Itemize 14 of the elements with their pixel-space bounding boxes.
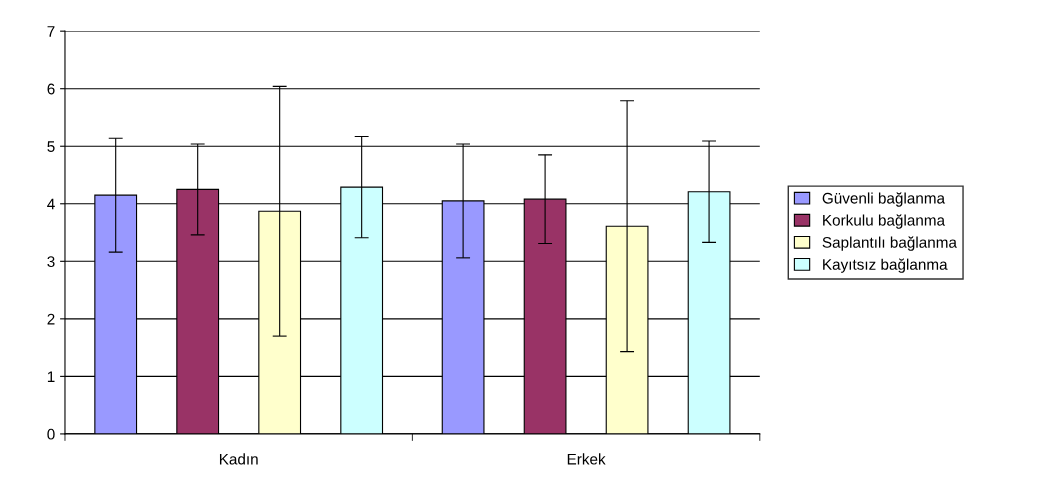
y-tick-label: 0 <box>47 428 55 440</box>
x-tick-label: Kadın <box>219 453 258 465</box>
legend-label: Saplantılı bağlanma <box>822 236 957 251</box>
y-tick-label: 1 <box>47 371 55 382</box>
legend-label: Kayıtsız bağlanma <box>823 258 948 273</box>
y-tick-label: 5 <box>47 141 55 152</box>
x-tick-label: Erkek <box>567 453 606 465</box>
y-tick-label: 3 <box>47 256 55 267</box>
legend-label: Güvenli bağlanma <box>822 192 946 207</box>
y-tick-label: 4 <box>47 198 55 210</box>
y-tick-label: 7 <box>47 26 55 37</box>
y-tick-label: 2 <box>47 313 55 325</box>
legend-label: Korkulu bağlanma <box>823 214 946 229</box>
y-tick-label: 6 <box>47 83 55 95</box>
